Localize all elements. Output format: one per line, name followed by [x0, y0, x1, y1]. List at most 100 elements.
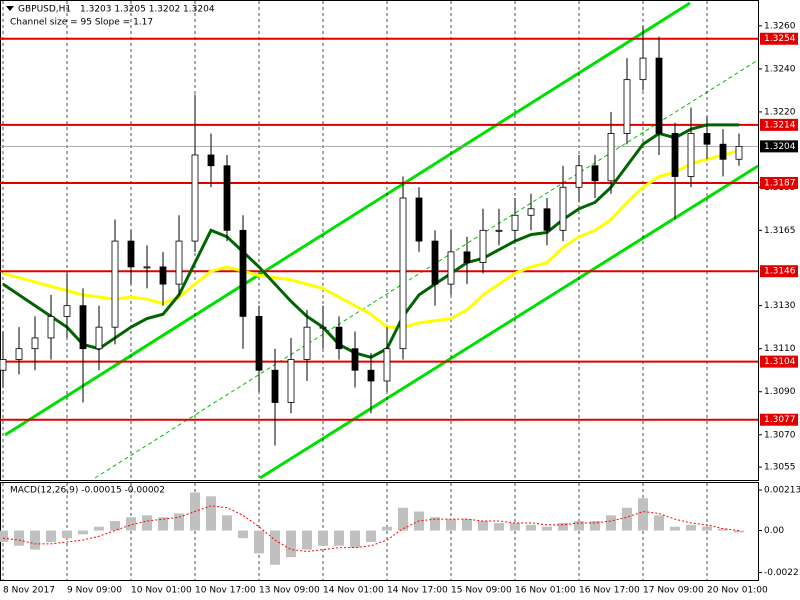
- y-tick-label: 1.3165: [764, 226, 796, 236]
- x-tick-label: 17 Nov 09:00: [643, 586, 704, 596]
- macd-bar: [462, 519, 472, 531]
- y-tick-label: 0.00213: [764, 486, 800, 496]
- candle-body: [431, 240, 439, 285]
- candle-body: [175, 240, 183, 285]
- candle-body: [575, 165, 583, 188]
- candle-body: [479, 229, 487, 264]
- candle-body: [271, 369, 279, 403]
- macd-bar: [494, 522, 504, 531]
- y-tick-label: 1.3220: [764, 107, 796, 117]
- macd-bar: [14, 530, 24, 546]
- macd-bar: [510, 522, 520, 531]
- price-box: [760, 140, 798, 153]
- candle-body: [671, 133, 679, 177]
- candle-body: [319, 326, 327, 329]
- macd-bar: [702, 526, 712, 531]
- channel-middle: [94, 59, 759, 479]
- macd-bar: [270, 530, 280, 565]
- level-box: [760, 355, 798, 368]
- level-label: 1.3254: [764, 34, 796, 44]
- macd-bar: [286, 530, 296, 558]
- y-tick-label: 1.3090: [764, 387, 796, 397]
- candle-body: [335, 326, 343, 350]
- candle-body: [351, 348, 359, 371]
- candle-body: [143, 266, 151, 269]
- macd-bar: [350, 530, 360, 548]
- macd-bar: [654, 515, 664, 531]
- candle-body: [703, 133, 711, 145]
- macd-bar: [94, 526, 104, 531]
- macd-bar: [542, 526, 552, 531]
- macd-bar: [110, 521, 120, 531]
- x-tick-label: 10 Nov 17:00: [195, 586, 256, 596]
- ohlc-text: 1.3203 1.3205 1.3202 1.3204: [80, 5, 215, 15]
- candle-body: [191, 154, 199, 242]
- candle-body: [399, 197, 407, 350]
- macd-title: MACD(12,26,9) -0.00015 -0.00002: [10, 486, 165, 496]
- candle-body: [79, 305, 87, 350]
- candle-body: [687, 133, 695, 177]
- candle-body: [31, 337, 39, 350]
- candle-body: [639, 57, 647, 81]
- macd-bar: [46, 530, 56, 542]
- macd-bar: [430, 517, 440, 531]
- macd-bar: [334, 530, 344, 546]
- x-tick-label: 16 Nov 17:00: [579, 586, 640, 596]
- candle-body: [511, 214, 519, 231]
- macd-bar: [686, 524, 696, 531]
- macd-bar: [254, 530, 264, 554]
- candle-body: [63, 305, 71, 317]
- y-tick-label: 0.00: [764, 526, 784, 536]
- x-tick-label: 9 Nov 09:00: [67, 586, 122, 596]
- level-box: [760, 265, 798, 278]
- macd-bar: [206, 496, 216, 531]
- candle-body: [719, 143, 727, 160]
- x-tick-label: 8 Nov 2017: [3, 586, 55, 596]
- candle-body: [15, 348, 23, 360]
- macd-bar: [174, 513, 184, 531]
- channel-lower: [259, 164, 759, 480]
- candle-body: [415, 197, 423, 242]
- y-tick-label: 1.3110: [764, 344, 796, 354]
- candle-body: [255, 316, 263, 371]
- main-panel: [0, 0, 759, 481]
- level-label: 1.3077: [764, 415, 796, 425]
- moving-average: [2, 149, 740, 329]
- candle-body: [591, 165, 599, 182]
- macd-bar: [142, 515, 152, 531]
- symbol-title: GBPUSD,H1: [18, 5, 71, 15]
- level-box: [760, 413, 798, 426]
- y-tick-label: 1.3070: [764, 430, 796, 440]
- macd-panel: [0, 482, 759, 581]
- candle-body: [287, 359, 295, 403]
- macd-bar: [0, 530, 8, 542]
- candle-body: [223, 165, 231, 231]
- macd-bar: [574, 521, 584, 531]
- candle-body: [159, 266, 167, 285]
- level-label: 1.3146: [764, 267, 796, 277]
- x-tick-label: 20 Nov 01:00: [707, 586, 768, 596]
- level-box: [760, 118, 798, 131]
- macd-bar: [398, 507, 408, 531]
- candle-body: [383, 348, 391, 382]
- level-box: [760, 32, 798, 45]
- candle-body: [367, 369, 375, 382]
- macd-bar: [366, 530, 376, 542]
- y-tick-label: 1.3130: [764, 301, 796, 311]
- macd-bar: [718, 528, 728, 531]
- macd-bar: [382, 526, 392, 531]
- channel-annotation: Channel size = 95 Slope = 1.17: [10, 18, 153, 28]
- macd-signal: [2, 505, 740, 552]
- candle-body: [111, 240, 119, 328]
- level-box: [760, 176, 798, 189]
- macd-bar: [670, 526, 680, 531]
- level-label: 1.3104: [764, 357, 796, 367]
- macd-bar: [526, 524, 536, 531]
- level-label: 1.3187: [764, 178, 796, 188]
- x-tick-label: 14 Nov 01:00: [323, 586, 384, 596]
- y-tick-label: -0.00221: [764, 568, 800, 578]
- channel-upper: [4, 1, 691, 437]
- macd-bar: [638, 498, 648, 531]
- macd-bar: [558, 522, 568, 531]
